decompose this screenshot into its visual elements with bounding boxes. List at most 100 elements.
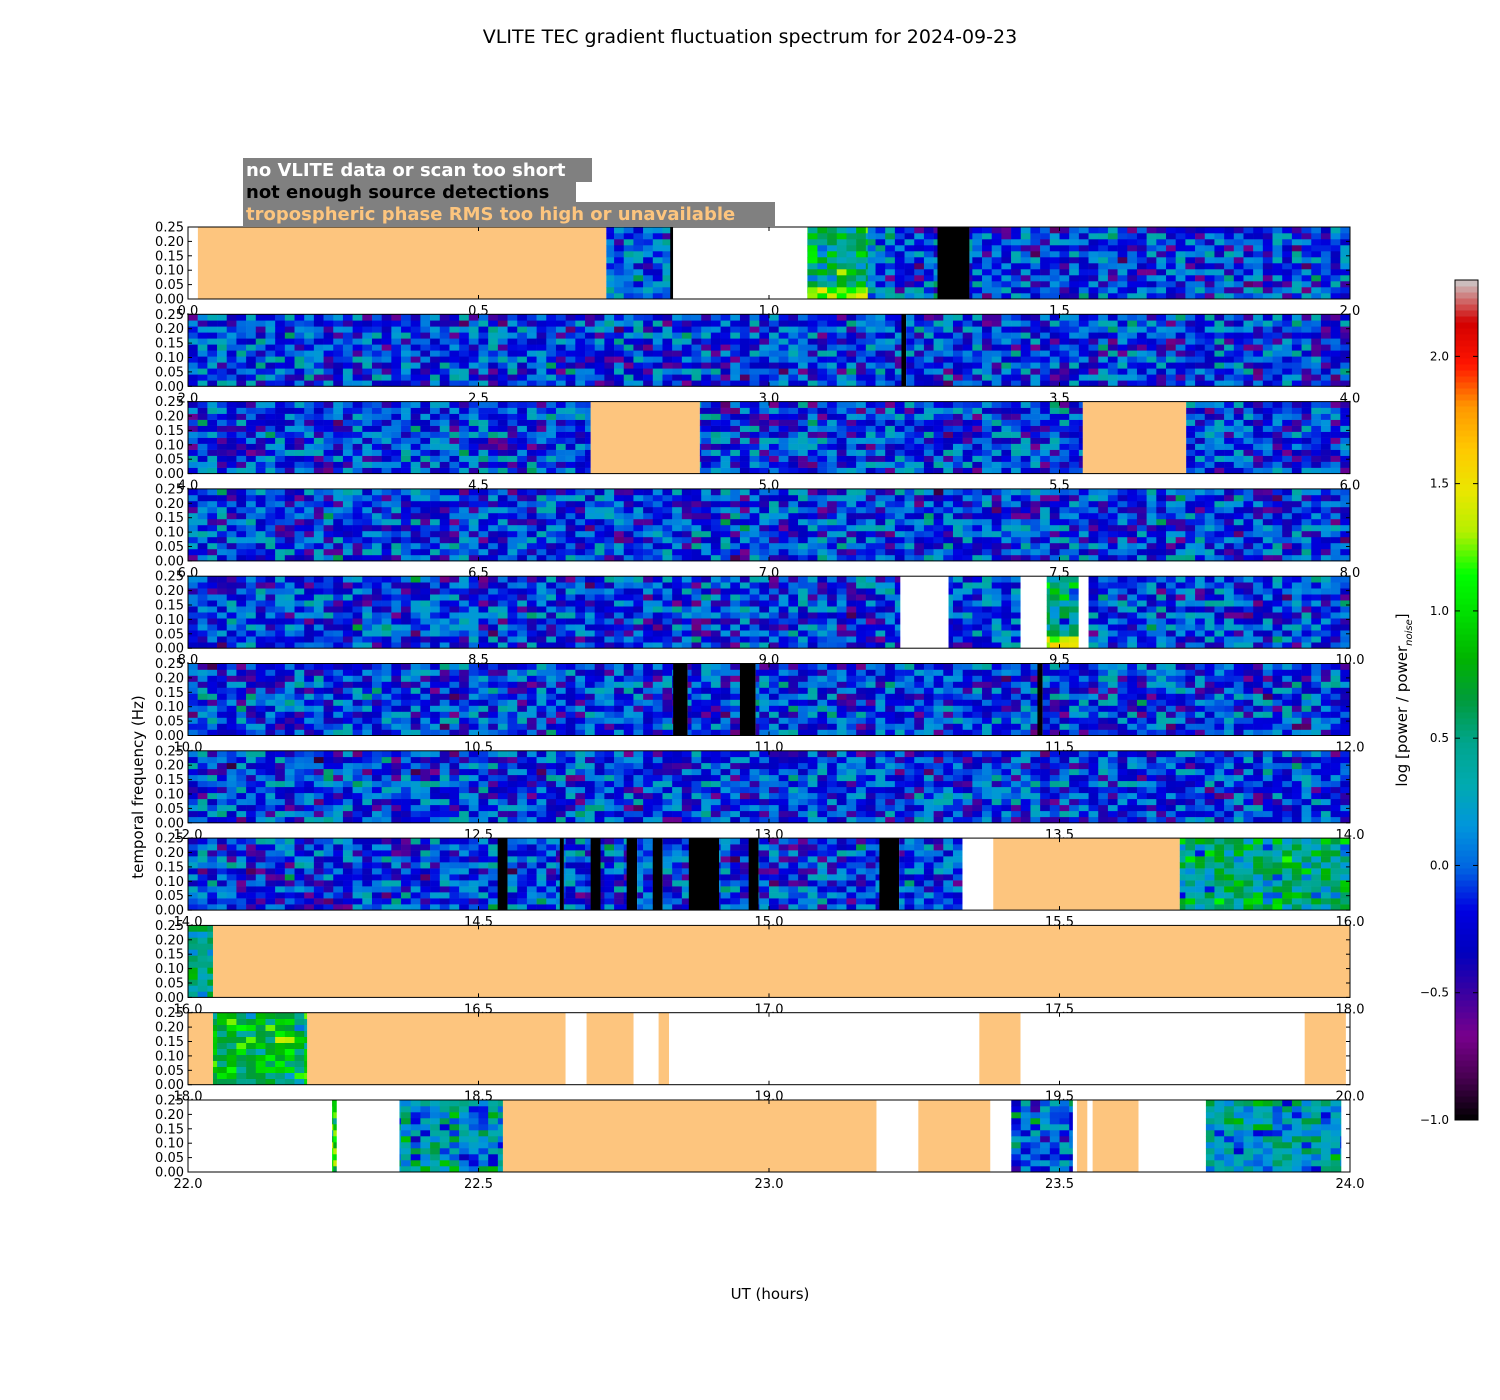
heat-cell	[846, 320, 857, 327]
heat-cell	[565, 542, 576, 550]
heat-cell	[585, 356, 595, 363]
heat-cell	[217, 332, 228, 339]
heat-cell	[856, 512, 867, 520]
heat-cell	[1253, 524, 1264, 532]
heat-cell	[517, 320, 528, 327]
heat-cell	[459, 362, 470, 369]
heat-cell	[497, 356, 508, 363]
heat-cell	[1330, 524, 1341, 532]
heat-cell	[933, 425, 944, 432]
heat-cell	[1127, 554, 1138, 562]
heat-cell	[362, 536, 373, 544]
heat-cell	[401, 500, 412, 508]
heat-cell	[643, 524, 654, 532]
heat-cell	[575, 362, 586, 369]
heat-cell	[633, 275, 644, 282]
heat-cell	[972, 419, 983, 426]
heat-cell	[1311, 293, 1322, 300]
heat-cell	[652, 500, 663, 508]
heat-cell	[1301, 506, 1312, 514]
heat-cell	[914, 437, 925, 444]
heat-cell	[662, 530, 673, 538]
heat-cell	[294, 419, 305, 426]
heat-cell	[904, 542, 915, 550]
heat-cell	[1011, 506, 1022, 514]
heat-cell	[439, 500, 450, 508]
heat-cell	[313, 518, 324, 526]
heat-cell	[817, 488, 828, 496]
heat-cell	[1262, 500, 1273, 508]
heat-cell	[972, 245, 983, 252]
heat-cell	[1098, 554, 1109, 562]
heat-cell	[246, 344, 257, 351]
heat-cell	[923, 326, 934, 333]
heat-cell	[1088, 275, 1099, 282]
heat-cell	[381, 425, 392, 432]
heat-cell	[875, 281, 886, 288]
heat-cell	[604, 356, 615, 363]
heat-cell	[1020, 443, 1031, 450]
heat-cell	[943, 362, 954, 369]
heat-cell	[575, 350, 586, 357]
heat-cell	[739, 362, 750, 369]
heat-cell	[943, 374, 954, 381]
heat-cell	[604, 320, 615, 327]
heat-cell	[1204, 518, 1215, 526]
heat-cell	[188, 542, 198, 550]
heat-cell	[1340, 524, 1351, 532]
heat-cell	[1272, 419, 1283, 426]
heat-cell	[923, 413, 934, 420]
heat-cell	[585, 344, 595, 351]
heat-cell	[478, 461, 489, 468]
heat-cell	[1117, 275, 1128, 282]
heat-cell	[1127, 350, 1138, 357]
heat-cell	[1311, 437, 1322, 444]
heat-cell	[1156, 227, 1167, 234]
heat-cell	[923, 287, 934, 294]
heat-cell	[739, 518, 750, 526]
heat-cell	[1030, 281, 1041, 288]
heat-cell	[342, 344, 353, 351]
heat-cell	[1136, 344, 1147, 351]
heat-cell	[546, 494, 557, 502]
y-tick-label: 0.20	[155, 497, 184, 512]
heat-cell	[836, 536, 847, 544]
heat-cell	[1088, 362, 1099, 369]
heat-cell	[710, 542, 721, 550]
heat-cell	[1195, 407, 1206, 414]
heat-cell	[614, 275, 625, 282]
heat-cell	[439, 488, 450, 496]
heat-cell	[933, 554, 944, 562]
heat-cell	[1127, 488, 1138, 496]
heat-cell	[817, 275, 828, 282]
heat-cell	[1340, 275, 1351, 282]
heat-cell	[1156, 287, 1167, 294]
heat-cell	[710, 449, 721, 456]
heat-cell	[604, 524, 615, 532]
heat-cell	[933, 548, 944, 556]
heat-cell	[1185, 233, 1196, 240]
heat-cell	[1049, 488, 1060, 496]
heat-cell	[1224, 281, 1235, 288]
heat-cell	[817, 356, 828, 363]
heat-cell	[1030, 293, 1041, 300]
heat-cell	[914, 326, 925, 333]
heat-cell	[1320, 239, 1331, 246]
heat-cell	[1069, 488, 1080, 496]
heat-cell	[333, 350, 344, 357]
heat-cell	[323, 350, 334, 357]
heat-cell	[962, 380, 973, 387]
heat-cell	[226, 542, 237, 550]
heat-cell	[759, 500, 770, 508]
heat-cell	[778, 455, 789, 462]
heat-cell	[1330, 548, 1341, 556]
heat-cell	[720, 494, 731, 502]
heat-cell	[1340, 530, 1351, 538]
heat-cell	[420, 407, 431, 414]
heat-cell	[739, 413, 750, 420]
heat-cell	[662, 281, 671, 288]
heat-cell	[1243, 263, 1254, 270]
heat-cell	[1291, 530, 1302, 538]
heat-cell	[969, 263, 973, 270]
heat-cell	[875, 506, 886, 514]
